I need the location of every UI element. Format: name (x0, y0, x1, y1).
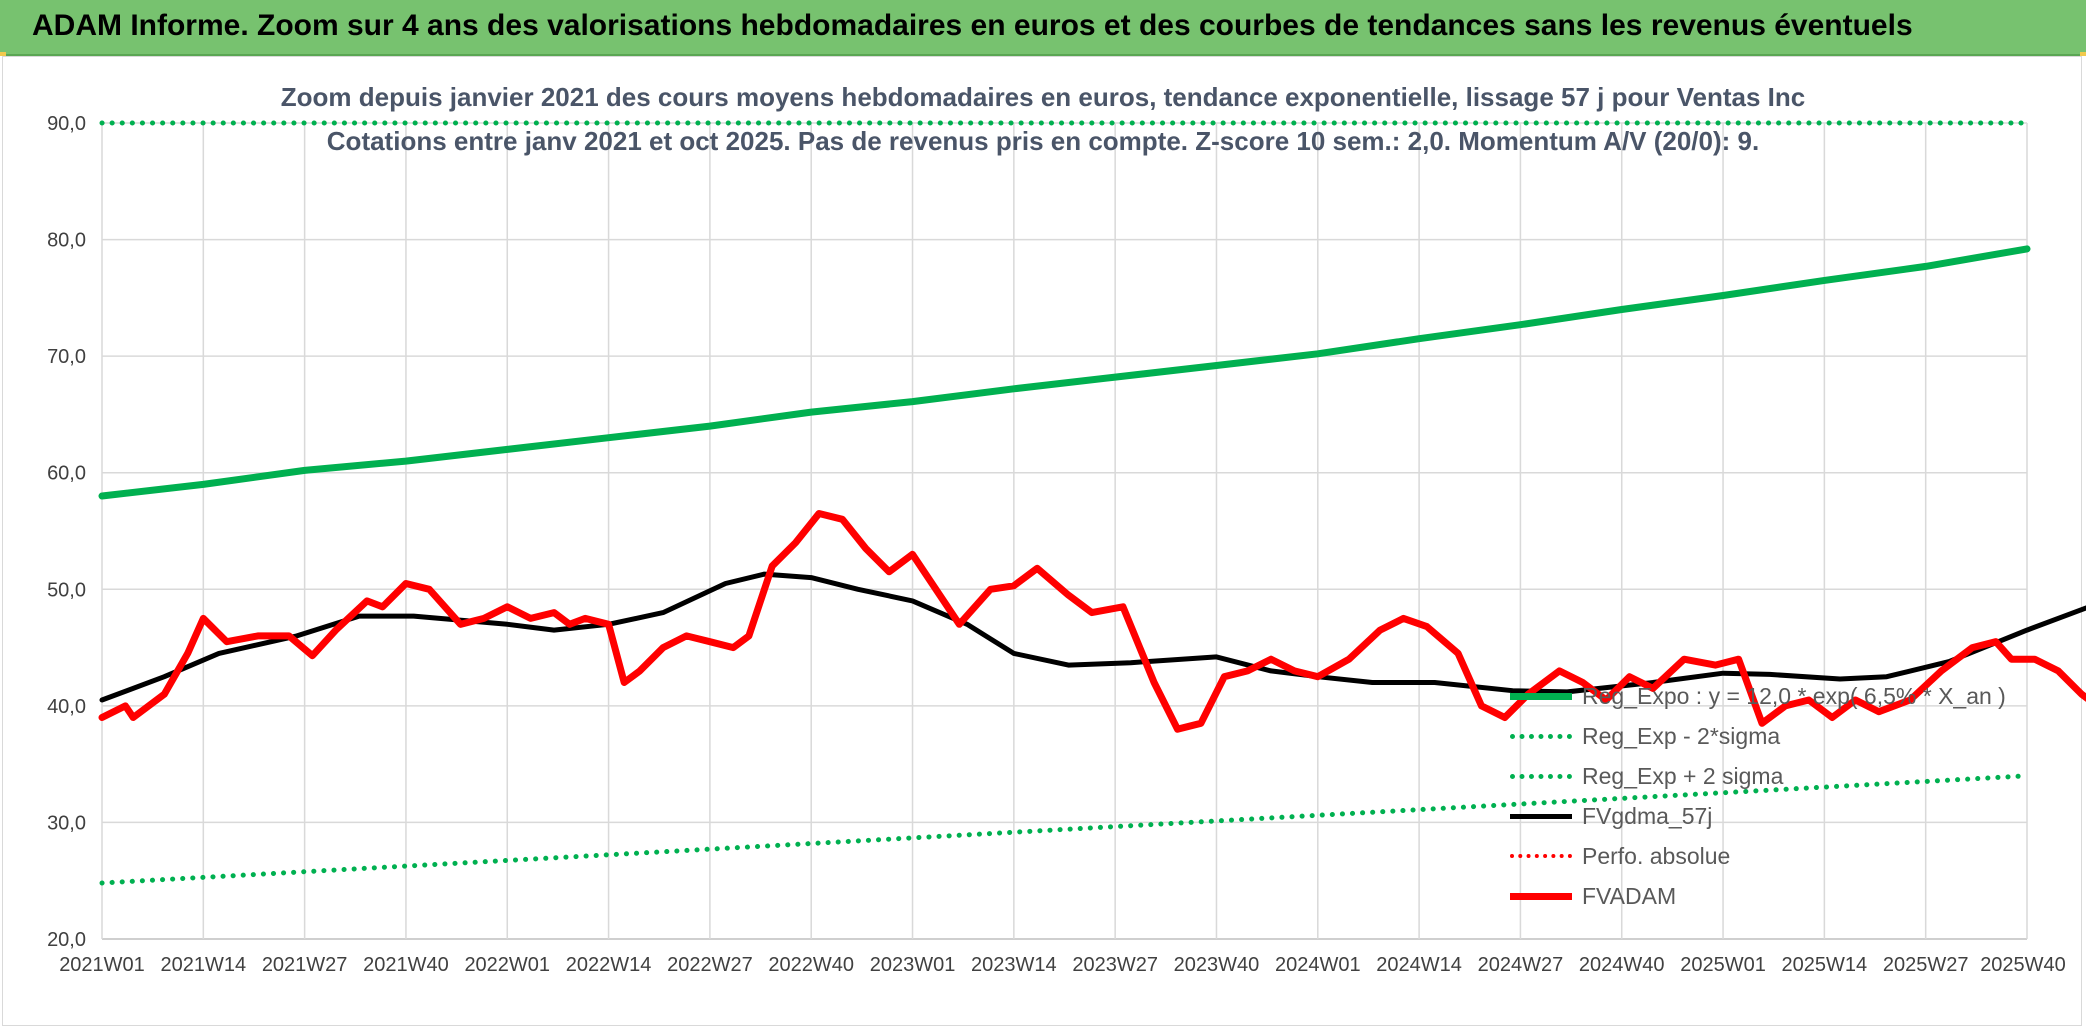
legend-swatch (1510, 733, 1572, 739)
x-tick-label: 2024W40 (1579, 954, 1665, 976)
legend-item-reg-exp-minus: Reg_Exp - 2*sigma (1510, 716, 2006, 756)
x-tick-label: 2021W40 (363, 954, 449, 976)
corner-mark-right (2080, 52, 2086, 56)
chart-title: Zoom depuis janvier 2021 des cours moyen… (280, 82, 1806, 112)
title-banner: ADAM Informe. Zoom sur 4 ans des valoris… (0, 0, 2086, 56)
y-tick-label: 20,0 (47, 929, 86, 951)
fvadam-line (98, 510, 2086, 733)
x-tick-label: 2024W27 (1478, 954, 1564, 976)
banner-title: ADAM Informe. Zoom sur 4 ans des valoris… (32, 9, 1913, 42)
y-tick-label: 30,0 (47, 812, 86, 834)
x-tick-label: 2021W14 (161, 954, 247, 976)
reg-expo-line (98, 245, 2031, 500)
legend-swatch (1510, 854, 1572, 858)
x-tick-label: 2024W01 (1275, 954, 1361, 976)
corner-mark-left (0, 52, 6, 56)
x-tick-label: 2025W01 (1680, 954, 1766, 976)
y-tick-label: 60,0 (47, 463, 86, 485)
legend-label: Perfo. absolue (1582, 842, 1731, 869)
legend-label: FVADAM (1582, 882, 1677, 909)
y-tick-label: 90,0 (47, 113, 86, 135)
x-tick-label: 2022W40 (768, 954, 854, 976)
legend-item-reg-expo: Reg_Expo : y = 12,0 * exp( 6,5% * X_an ) (1510, 676, 2006, 716)
y-tick-label: 50,0 (47, 579, 86, 601)
legend-label: Reg_Exp - 2*sigma (1582, 722, 1781, 749)
x-tick-label: 2025W40 (1980, 954, 2066, 976)
chart-legend: Reg_Expo : y = 12,0 * exp( 6,5% * X_an )… (1510, 676, 2006, 916)
y-tick-label: 70,0 (47, 346, 86, 368)
legend-swatch (1510, 773, 1572, 779)
x-tick-label: 2025W14 (1782, 954, 1868, 976)
reg-exp-minus-2sigma-line (99, 773, 2030, 886)
legend-item-fvgdma: FVgdma_57j (1510, 796, 2006, 836)
legend-label: Reg_Exp + 2 sigma (1582, 762, 1784, 789)
x-tick-label: 2021W27 (262, 954, 348, 976)
legend-swatch (1510, 692, 1572, 700)
legend-swatch (1510, 813, 1572, 819)
x-tick-label: 2023W01 (870, 954, 956, 976)
x-tick-label: 2022W14 (566, 954, 652, 976)
x-tick-label: 2023W14 (971, 954, 1057, 976)
chart-frame (2, 56, 2082, 1026)
legend-label: Reg_Expo : y = 12,0 * exp( 6,5% * X_an ) (1582, 682, 2006, 709)
chart-subtitle: Cotations entre janv 2021 et oct 2025. P… (326, 126, 1760, 156)
x-tick-label: 2021W01 (59, 954, 145, 976)
legend-item-perfo: Perfo. absolue (1510, 836, 2006, 876)
legend-item-fvadam: FVADAM (1510, 876, 2006, 916)
x-tick-label: 2022W27 (667, 954, 753, 976)
x-tick-label: 2024W14 (1376, 954, 1462, 976)
y-tick-label: 80,0 (47, 230, 86, 252)
legend-label: FVgdma_57j (1582, 802, 1713, 829)
x-tick-label: 2023W40 (1174, 954, 1260, 976)
x-tick-label: 2025W27 (1883, 954, 1969, 976)
legend-item-reg-exp-plus: Reg_Exp + 2 sigma (1510, 756, 2006, 796)
fvgdma-57j-line (99, 571, 2086, 703)
x-tick-label: 2023W27 (1072, 954, 1158, 976)
x-tick-label: 2022W01 (464, 954, 550, 976)
legend-swatch (1510, 892, 1572, 900)
y-tick-label: 40,0 (47, 696, 86, 718)
